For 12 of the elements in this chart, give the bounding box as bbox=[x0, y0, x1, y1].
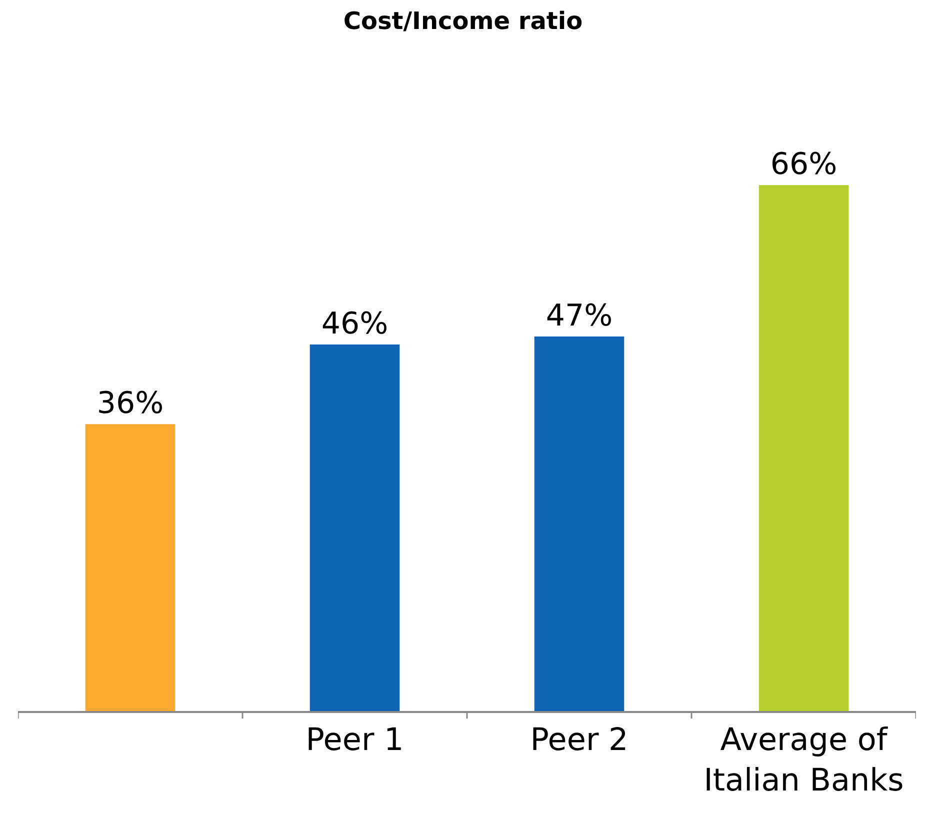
x-tick-label: Average of Italian Banks bbox=[704, 722, 904, 798]
data-label: 36% bbox=[96, 386, 164, 422]
x-tick-label: Peer 2 bbox=[530, 722, 628, 758]
data-label: 66% bbox=[770, 147, 838, 182]
data-label: 46% bbox=[321, 306, 388, 342]
bar bbox=[310, 344, 400, 711]
bar bbox=[534, 336, 624, 711]
x-tick-label: Peer 1 bbox=[306, 722, 404, 758]
data-label: 47% bbox=[546, 298, 613, 334]
chart-title: Cost/Income ratio bbox=[343, 7, 583, 36]
bar bbox=[85, 424, 176, 711]
bar bbox=[758, 185, 849, 711]
